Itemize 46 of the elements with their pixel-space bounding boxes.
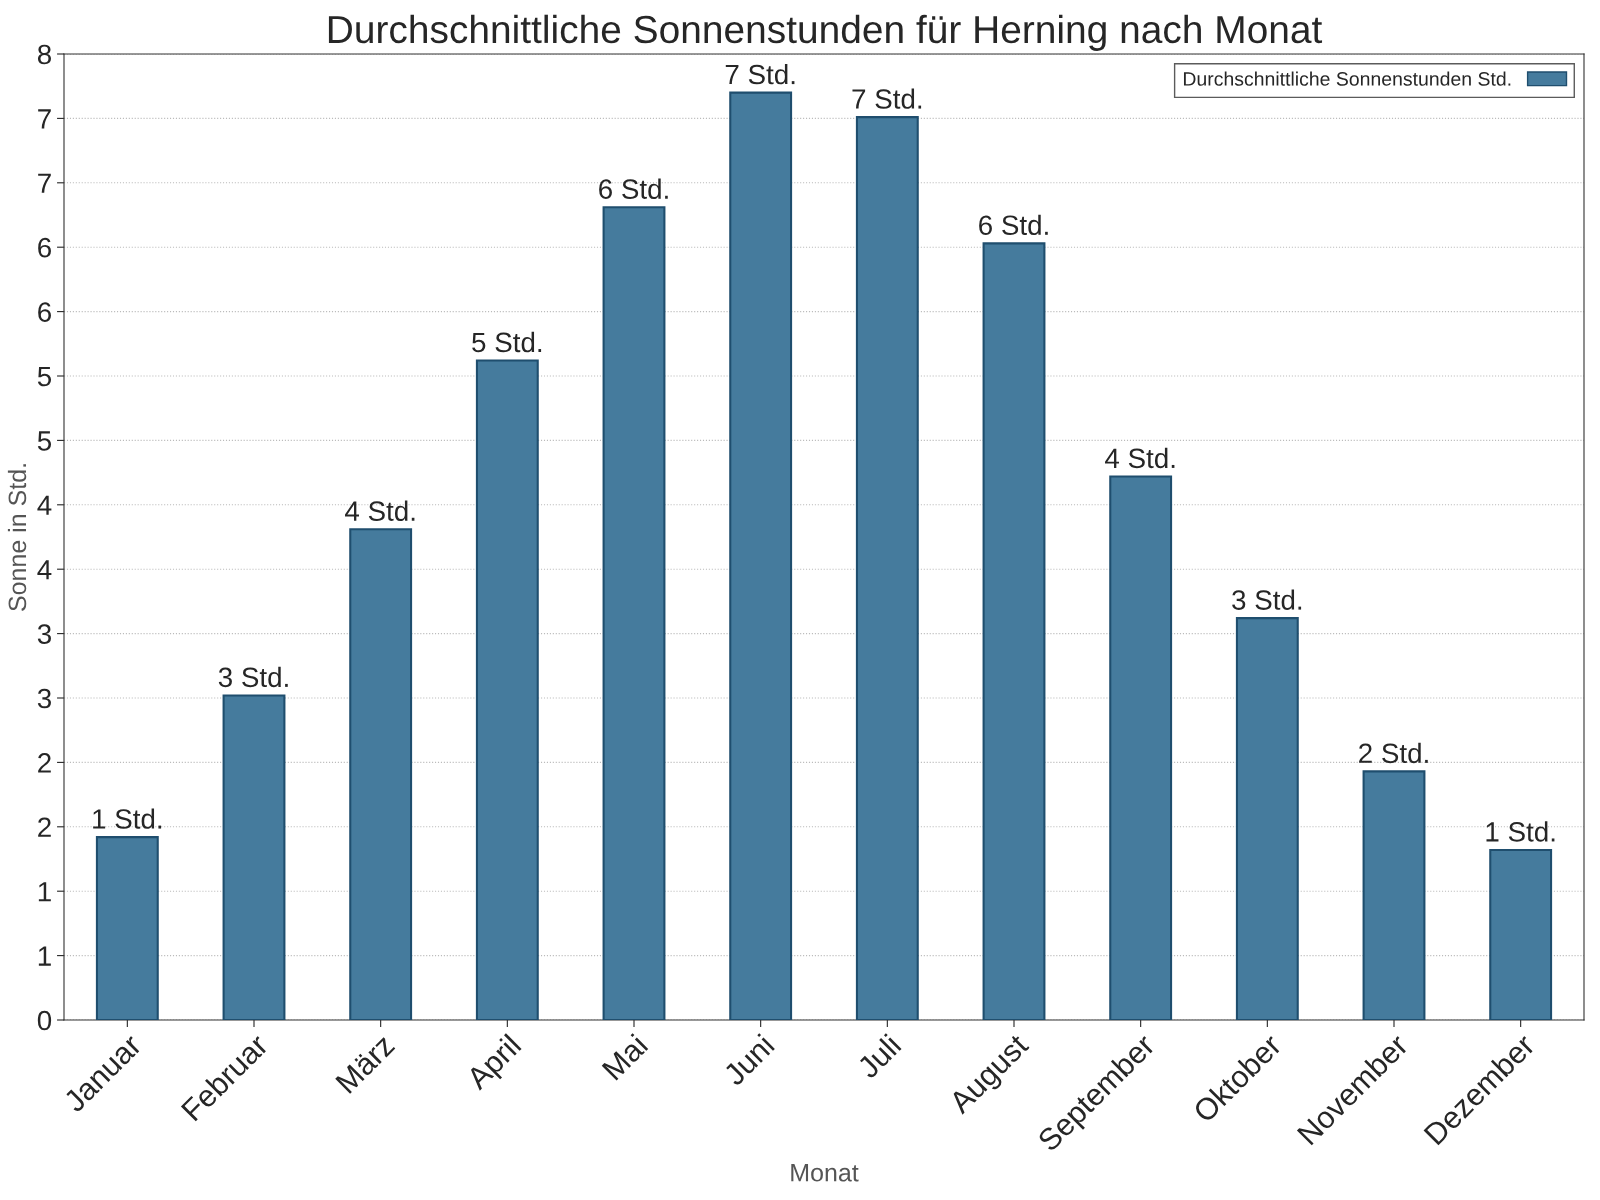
bar — [1109, 475, 1173, 1020]
data-label: 5 Std. — [472, 331, 542, 353]
bar — [95, 836, 159, 1020]
bar — [982, 242, 1046, 1020]
y-tick-label: 4 — [37, 495, 52, 515]
y-tick-label: 1 — [38, 882, 51, 902]
data-label: 3 Std. — [218, 666, 288, 688]
data-label: 1 Std. — [93, 808, 162, 829]
bar — [475, 359, 539, 1020]
y-tick-label: 3 — [37, 688, 51, 709]
x-tick-label: Juli — [855, 1033, 902, 1080]
data-label: 4 Std. — [345, 500, 415, 521]
y-tick-label: 6 — [38, 237, 51, 258]
data-label: 4 Std. — [1105, 447, 1175, 469]
y-tick-label: 7 — [38, 173, 51, 193]
data-label: 6 Std. — [599, 178, 668, 199]
data-label: 7 Std. — [725, 63, 795, 85]
bar — [855, 116, 919, 1020]
data-label: 6 Std. — [979, 214, 1048, 236]
bar — [729, 91, 793, 1020]
y-tick-label: 2 — [38, 817, 51, 837]
y-tick-label: 3 — [37, 624, 51, 644]
bar — [1489, 848, 1553, 1020]
data-label: 3 Std. — [1232, 589, 1302, 610]
x-axis-title: Monat — [791, 1164, 859, 1182]
y-tick-label: 5 — [37, 366, 52, 387]
bar — [602, 206, 666, 1020]
data-label: 2 Std. — [1359, 742, 1428, 764]
data-label: 7 Std. — [852, 88, 922, 109]
y-tick-label: 8 — [37, 44, 51, 65]
bar — [349, 528, 413, 1020]
y-axis-title: Sonne in Std. — [7, 464, 27, 611]
bar — [1235, 617, 1299, 1020]
legend-label: Durchschnittliche Sonnenstunden Std. — [1183, 71, 1511, 86]
y-tick-label: 1 — [38, 946, 51, 966]
chart-title: Durchschnittliche Sonnenstunden für Herning nach Monat — [328, 14, 1323, 51]
y-tick-label: 2 — [38, 753, 51, 773]
x-tick-label: Mai — [600, 1033, 649, 1081]
data-label: 1 Std. — [1486, 821, 1555, 842]
y-tick-label: 6 — [38, 302, 51, 322]
y-tick-label: 0 — [37, 1010, 52, 1031]
y-tick-label: 7 — [38, 109, 51, 129]
bar — [222, 694, 286, 1020]
y-tick-label: 5 — [37, 431, 52, 451]
y-tick-label: 4 — [37, 560, 52, 580]
bar — [1362, 770, 1426, 1020]
